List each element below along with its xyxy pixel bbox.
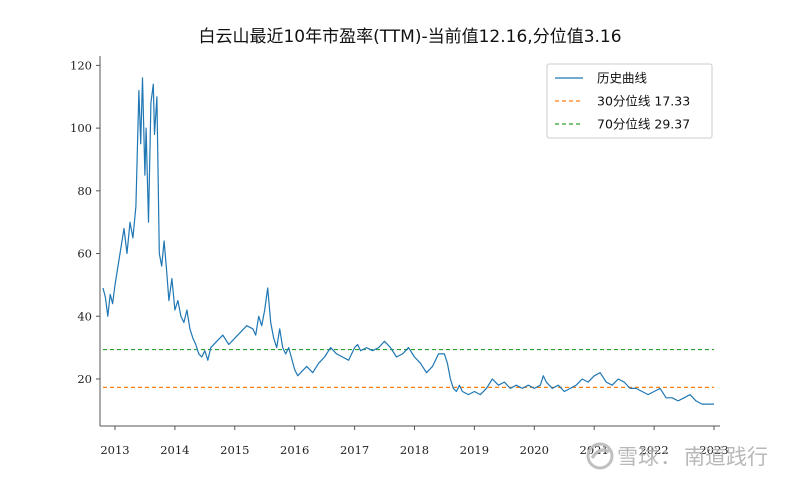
x-tick-label: 2013 (100, 443, 129, 457)
x-tick-label: 2022 (639, 443, 668, 457)
history-series (102, 77, 714, 405)
y-tick-label: 40 (77, 309, 92, 323)
y-tick-label: 80 (77, 184, 92, 198)
watermark: 雪球 ： 南道践行 (586, 442, 768, 470)
x-tick-label: 2019 (460, 443, 489, 457)
x-tick-label: 2017 (340, 443, 369, 457)
y-axis: 20 40 60 80 100 120 (70, 56, 101, 426)
x-tick-label: 2020 (520, 443, 549, 457)
reference-lines (102, 348, 715, 388)
x-tick-label: 2018 (400, 443, 429, 457)
watermark-separator: ： (660, 445, 681, 469)
x-tick-label: 2014 (160, 443, 189, 457)
watermark-author: 南道践行 (684, 445, 768, 469)
y-tick-label: 60 (77, 247, 92, 261)
history-line (102, 77, 714, 405)
y-tick-label: 20 (77, 372, 92, 386)
y-tick-label: 120 (70, 58, 92, 72)
x-tick-label: 2015 (220, 443, 249, 457)
chart-title: 白云山最近10年市盈率(TTM)-当前值12.16,分位值3.16 (198, 27, 621, 47)
legend: 历史曲线 30分位线 17.33 70分位线 29.37 (546, 63, 713, 139)
legend-frame (546, 63, 713, 139)
snowball-logo-icon (586, 442, 614, 470)
watermark-brand: 雪球 (617, 445, 659, 469)
legend-label-p30: 30分位线 17.33 (597, 94, 690, 109)
x-tick-label: 2016 (280, 443, 309, 457)
x-axis: 2013 2014 2015 2016 2017 2018 2019 2020 2021 2022… (100, 425, 729, 457)
legend-label-history: 历史曲线 (597, 71, 648, 86)
legend-label-p70: 70分位线 29.37 (597, 117, 690, 132)
x-tick-label: 2023 (699, 443, 728, 457)
y-tick-label: 100 (70, 121, 92, 135)
